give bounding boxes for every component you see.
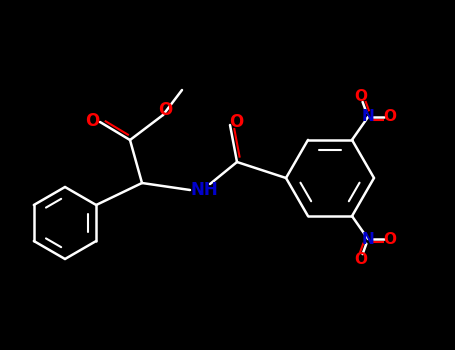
Text: O: O (85, 112, 99, 130)
Text: O: O (158, 101, 172, 119)
Text: O: O (384, 232, 397, 246)
Text: O: O (384, 110, 397, 125)
Text: NH: NH (191, 181, 219, 199)
Text: O: O (354, 252, 367, 267)
Text: N: N (362, 232, 374, 246)
Text: N: N (362, 110, 374, 125)
Text: O: O (229, 113, 243, 131)
Text: O: O (354, 89, 367, 104)
